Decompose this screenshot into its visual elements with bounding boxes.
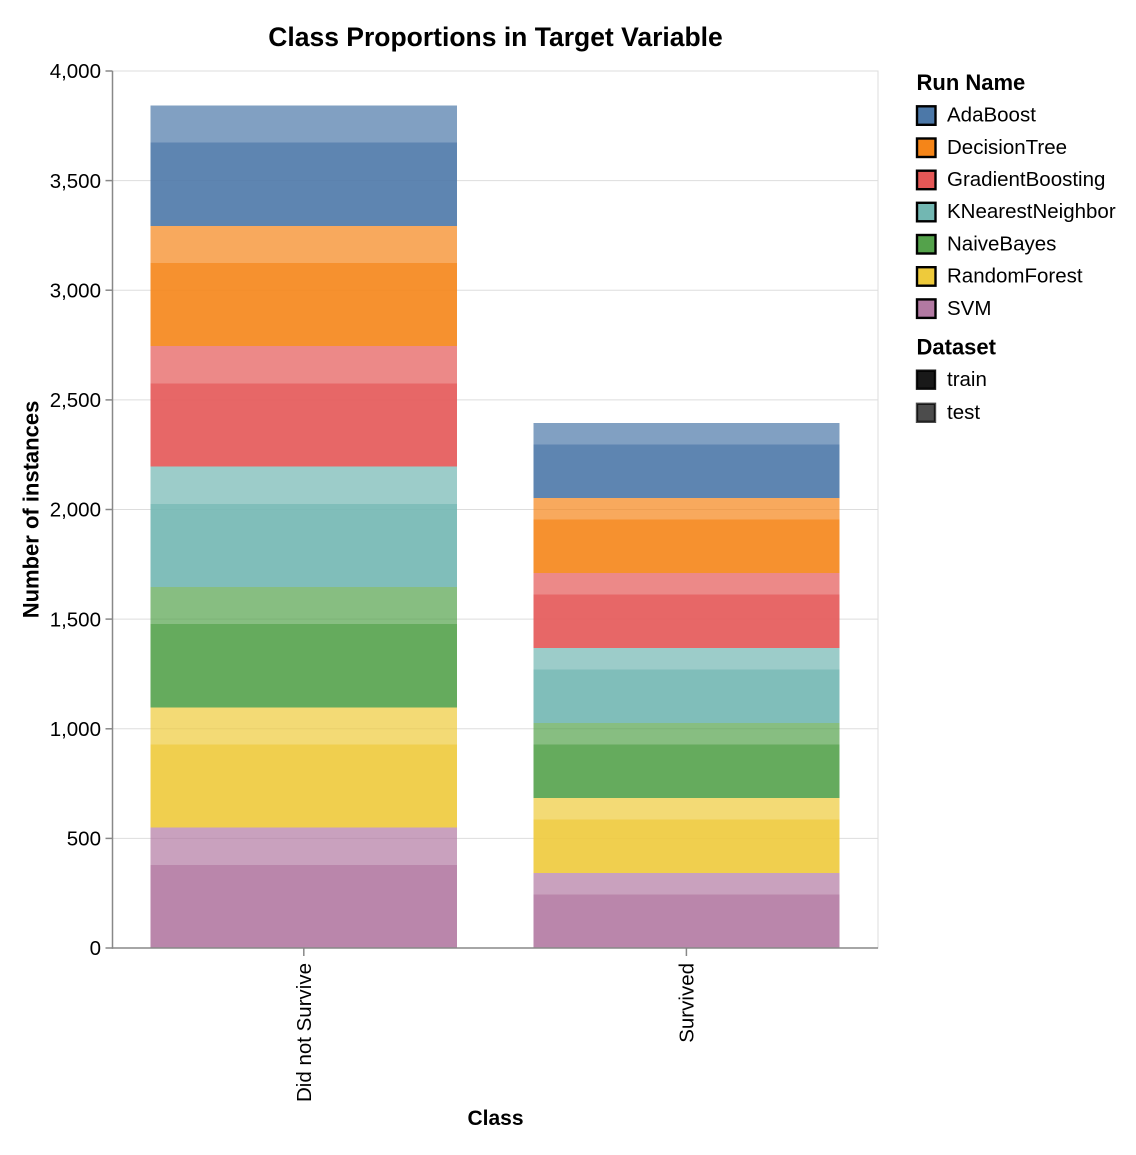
svg-text:3,000: 3,000 (50, 279, 101, 302)
svg-text:DecisionTree: DecisionTree (947, 136, 1067, 159)
svg-text:2,000: 2,000 (50, 499, 101, 522)
svg-text:Did not Survive: Did not Survive (293, 963, 316, 1102)
svg-text:Dataset: Dataset (917, 335, 997, 360)
svg-text:SVM: SVM (947, 297, 991, 320)
svg-text:AdaBoost: AdaBoost (947, 104, 1036, 127)
svg-text:2,500: 2,500 (50, 389, 101, 412)
svg-text:3,500: 3,500 (50, 170, 101, 193)
svg-text:1,500: 1,500 (50, 608, 101, 631)
svg-text:Number of instances: Number of instances (18, 401, 43, 619)
svg-text:RandomForest: RandomForest (947, 265, 1083, 288)
svg-text:500: 500 (67, 828, 101, 851)
svg-text:0: 0 (90, 937, 101, 960)
svg-text:NaiveBayes: NaiveBayes (947, 232, 1056, 255)
svg-text:GradientBoosting: GradientBoosting (947, 168, 1105, 191)
svg-text:Run Name: Run Name (917, 70, 1026, 95)
svg-text:train: train (947, 368, 987, 391)
svg-text:Survived: Survived (676, 963, 699, 1043)
svg-text:Class Proportions in Target Va: Class Proportions in Target Variable (268, 22, 723, 52)
svg-text:KNearestNeighbor: KNearestNeighbor (947, 200, 1116, 223)
svg-text:Class: Class (467, 1107, 523, 1130)
svg-text:1,000: 1,000 (50, 718, 101, 741)
svg-text:test: test (947, 401, 980, 424)
svg-text:4,000: 4,000 (50, 60, 101, 83)
